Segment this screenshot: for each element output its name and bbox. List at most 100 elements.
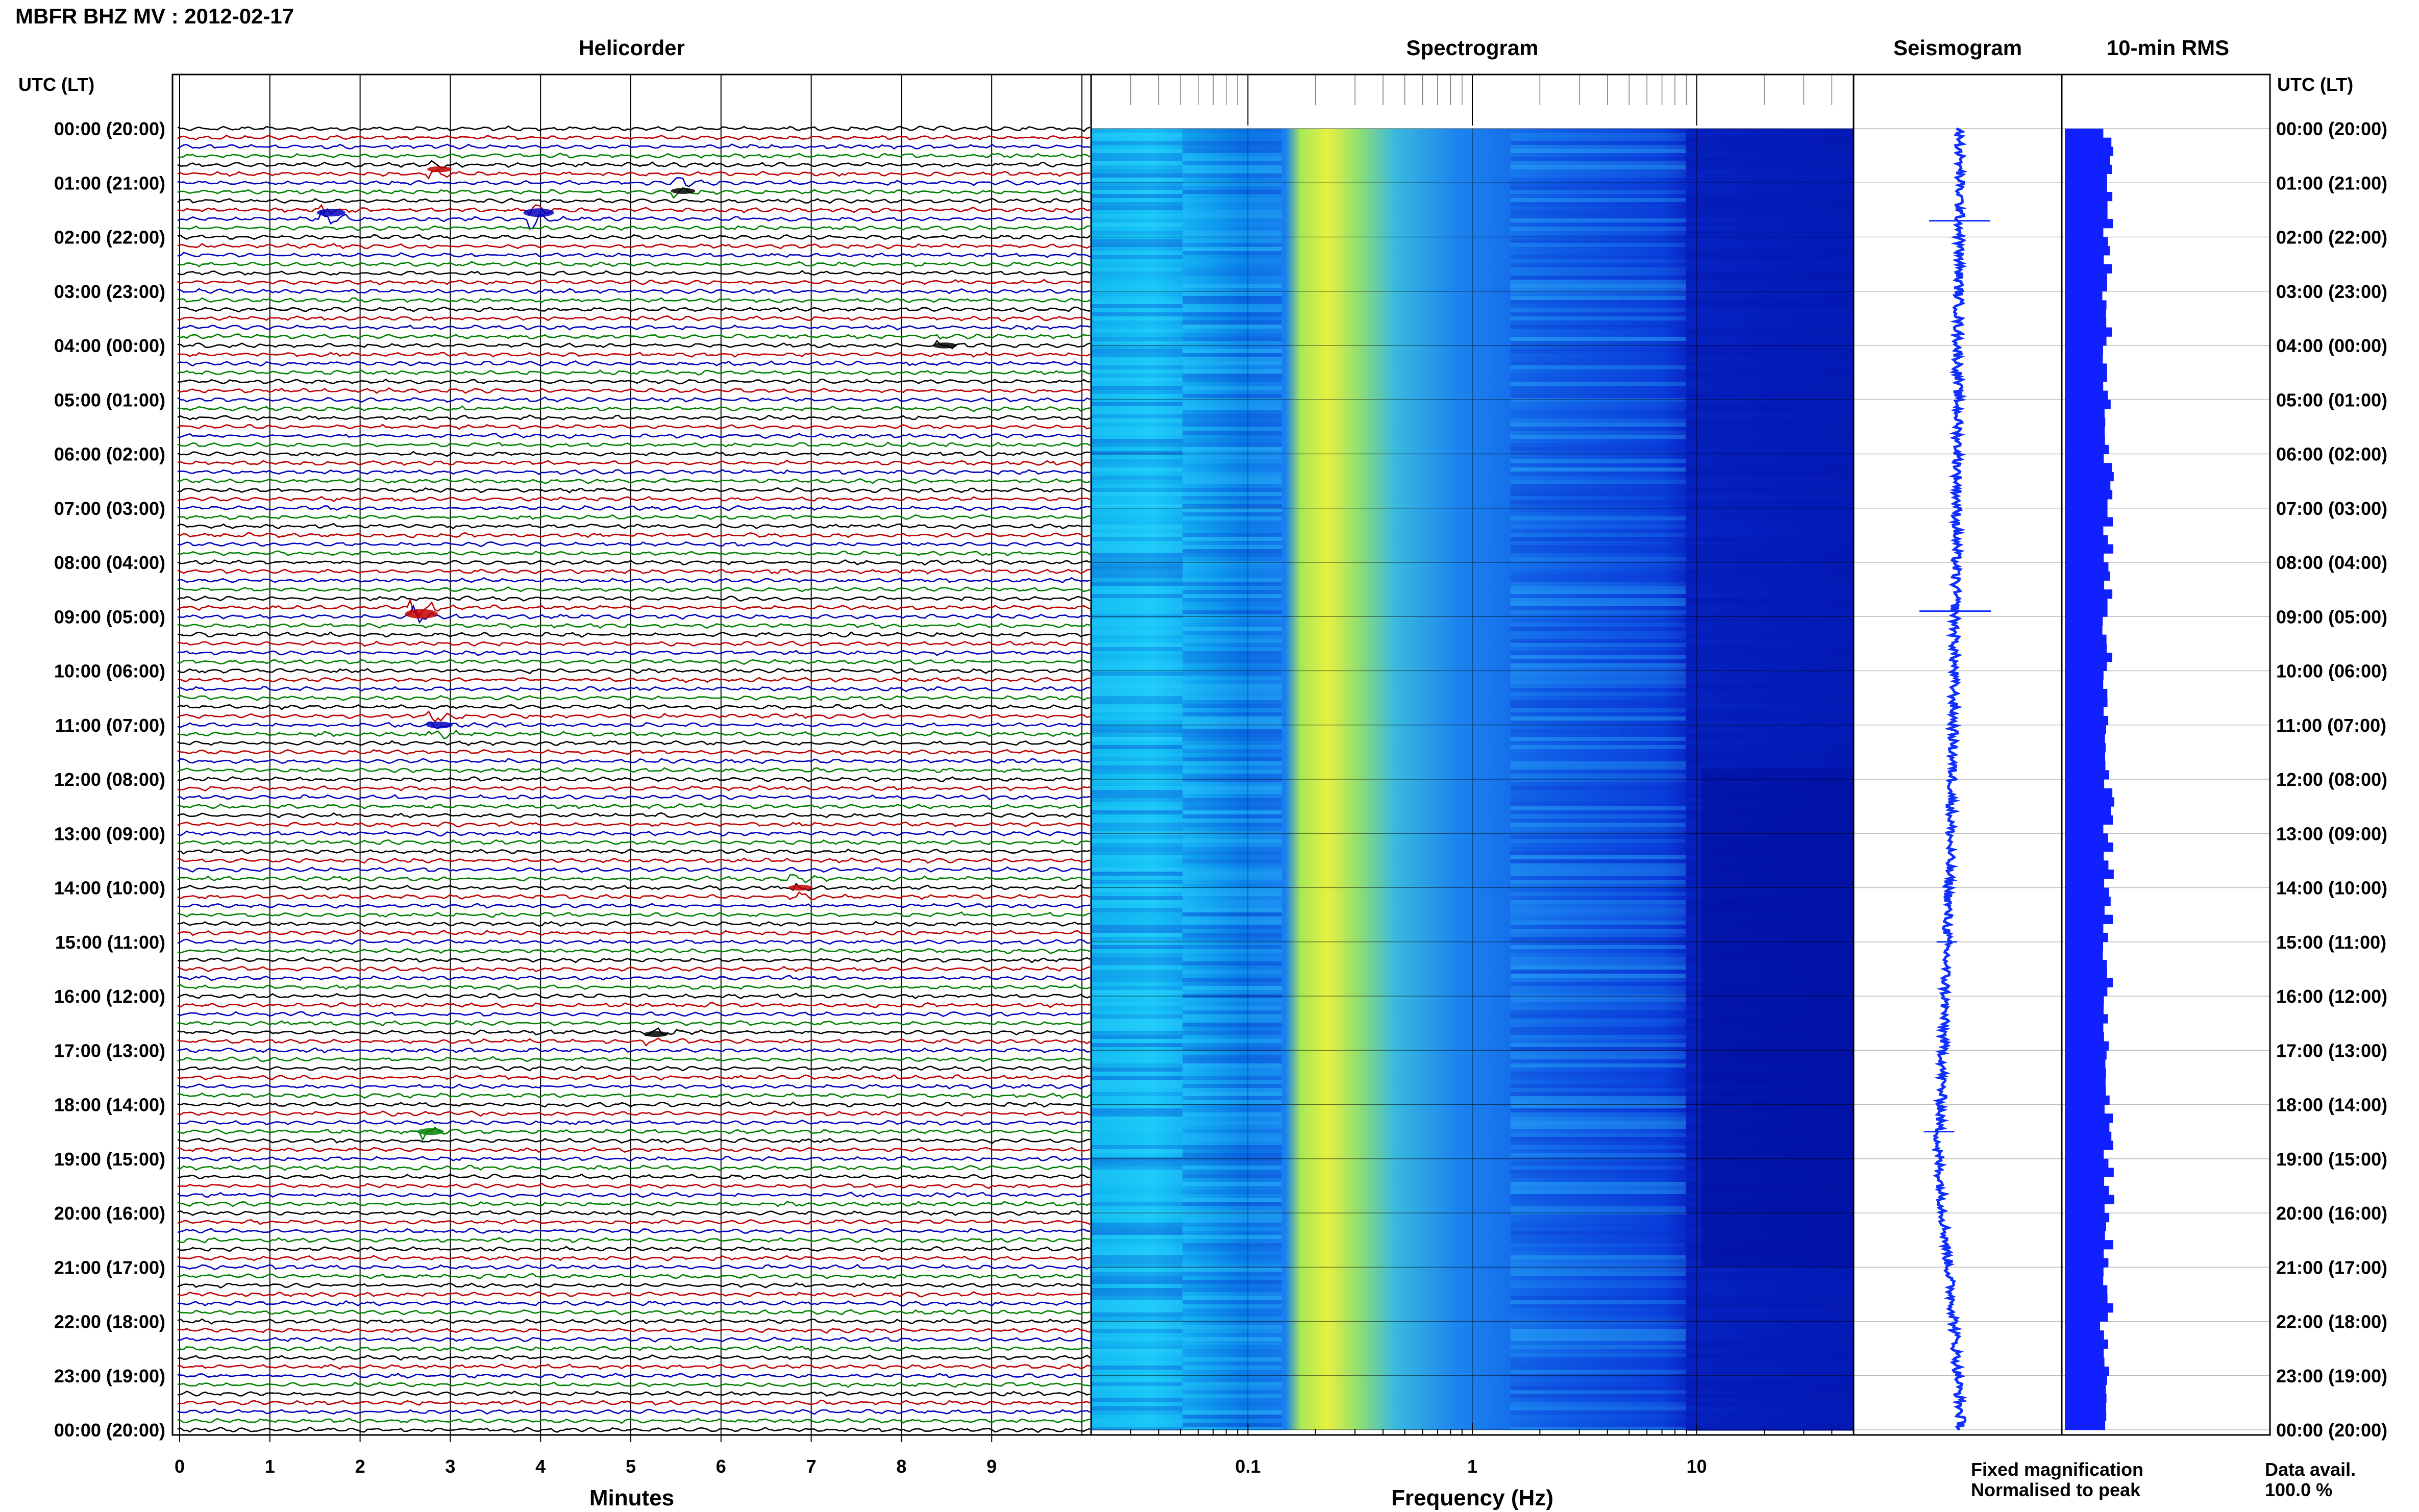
spectrogram-row	[1510, 847, 1686, 851]
spectrogram-row	[1686, 1325, 1854, 1329]
spectrogram-row	[1510, 357, 1686, 361]
spectrogram-row	[1091, 606, 1183, 610]
spectrogram-row	[1091, 953, 1183, 957]
spectrogram-row	[1091, 663, 1183, 667]
spectrogram-row	[1182, 516, 1282, 520]
helicorder-trace-line	[178, 378, 1091, 385]
time-label-left: 01:00 (21:00)	[54, 172, 165, 193]
spectrogram-row	[1091, 1321, 1183, 1325]
spectrogram-row	[1510, 423, 1686, 427]
spectrogram-row	[1182, 823, 1282, 827]
spectrogram-row	[1510, 1051, 1686, 1055]
time-label-left: 22:00 (18:00)	[54, 1311, 165, 1332]
spectrogram-row	[1182, 851, 1282, 855]
spectrogram-row	[1091, 672, 1183, 676]
time-label-left: 03:00 (23:00)	[54, 281, 165, 302]
spectrogram-row	[1091, 1129, 1183, 1133]
spectrogram-row	[1510, 635, 1686, 639]
spectrogram-row	[1510, 1284, 1686, 1288]
spectrogram-row	[1510, 508, 1686, 512]
spectrogram-row	[1686, 239, 1854, 243]
spectrogram-row	[1182, 1076, 1282, 1080]
time-label-left: 16:00 (12:00)	[54, 986, 165, 1007]
spectrogram-row	[1182, 1055, 1282, 1059]
spectrogram-row	[1510, 623, 1686, 627]
time-label-left: 10:00 (06:00)	[54, 661, 165, 682]
helicorder-tick-label: 1	[265, 1456, 275, 1477]
spectrogram-row	[1182, 149, 1282, 153]
spectrogram-row	[1091, 872, 1183, 876]
spectrogram-row	[1686, 757, 1854, 761]
spectrogram-row	[1511, 1419, 1686, 1423]
rms-bar	[2065, 779, 2105, 789]
spectrogram-row	[1510, 1333, 1686, 1337]
spectrogram-row	[1686, 365, 1854, 369]
spectrogram-row	[1510, 263, 1686, 267]
spectrogram-row	[1510, 169, 1686, 173]
spectrogram-row	[1182, 688, 1282, 692]
spectrogram-row	[1182, 129, 1282, 133]
helicorder-trace-line	[177, 640, 1091, 647]
time-label-left: 00:00 (20:00)	[54, 1420, 165, 1441]
spectrogram-row	[1686, 545, 1854, 549]
helicorder-trace-line	[177, 568, 1091, 575]
spectrogram-row	[1182, 284, 1282, 288]
spectrogram-row	[1182, 537, 1282, 541]
spectrogram-row	[1091, 231, 1183, 235]
rms-bar	[2065, 183, 2107, 192]
spectrogram-row	[1091, 386, 1183, 390]
spectrogram-row	[1510, 1002, 1686, 1006]
spectrogram-row	[1686, 1317, 1854, 1321]
spectrogram-row	[1510, 1239, 1686, 1243]
spectrogram-row	[1182, 753, 1281, 757]
rms-bar	[2065, 228, 2104, 237]
spectrogram-row	[1091, 496, 1182, 500]
spectrogram-row	[1182, 1259, 1281, 1263]
spectrogram-row	[1091, 1125, 1183, 1129]
spectrogram-row	[1182, 1321, 1282, 1325]
spectrogram-row	[1686, 374, 1854, 378]
spectrogram-row	[1510, 447, 1686, 451]
spectrogram-row	[1091, 435, 1183, 439]
spectrogram-row	[1182, 888, 1282, 892]
spectrogram-row	[1510, 459, 1686, 463]
spectrogram-row	[1091, 165, 1183, 169]
spectrogram-row	[1510, 222, 1686, 227]
spectrogram-row	[1686, 251, 1854, 255]
helicorder-trace-line	[177, 1236, 1091, 1244]
spectrogram-row	[1686, 149, 1854, 153]
spectrogram-row	[1686, 1276, 1854, 1280]
spectrogram-row	[1686, 508, 1854, 512]
spectrogram-row	[1091, 549, 1183, 553]
spectrogram-row	[1182, 667, 1282, 672]
rms-bar	[2065, 201, 2108, 210]
rms-bar	[2065, 1141, 2113, 1150]
spectrogram-row	[1182, 839, 1282, 843]
spectrogram-row	[1686, 655, 1854, 659]
spectrogram-row	[1686, 1272, 1854, 1276]
spectrogram-row	[1182, 447, 1282, 451]
spectrogram-row	[1091, 1251, 1183, 1255]
helicorder-tick-label: 2	[355, 1456, 365, 1477]
spectrogram-row	[1182, 778, 1282, 782]
spectrogram-row	[1182, 1223, 1282, 1227]
rms-bar	[2065, 390, 2108, 400]
spectrogram-row	[1182, 410, 1282, 414]
spectrogram-row	[1686, 1410, 1854, 1415]
spectrogram-row	[1182, 545, 1282, 549]
spectrogram-row	[1510, 202, 1686, 206]
spectrogram-row	[1510, 267, 1686, 271]
spectrogram-row	[1091, 1027, 1183, 1031]
rms-bar	[2065, 129, 2104, 138]
spectrogram-row	[1510, 1031, 1686, 1035]
spectrogram-row	[1182, 472, 1282, 476]
spectrogram-row	[1686, 639, 1854, 643]
spectrogram-row	[1510, 271, 1686, 276]
spectrogram-row	[1182, 904, 1282, 908]
spectrogram-row	[1182, 863, 1281, 867]
spectrogram-row	[1091, 1117, 1183, 1121]
spectrogram-row	[1182, 831, 1282, 835]
spectrogram-row	[1510, 945, 1686, 949]
spectrogram-row	[1091, 365, 1183, 369]
helicorder-trace-line	[177, 478, 1091, 484]
